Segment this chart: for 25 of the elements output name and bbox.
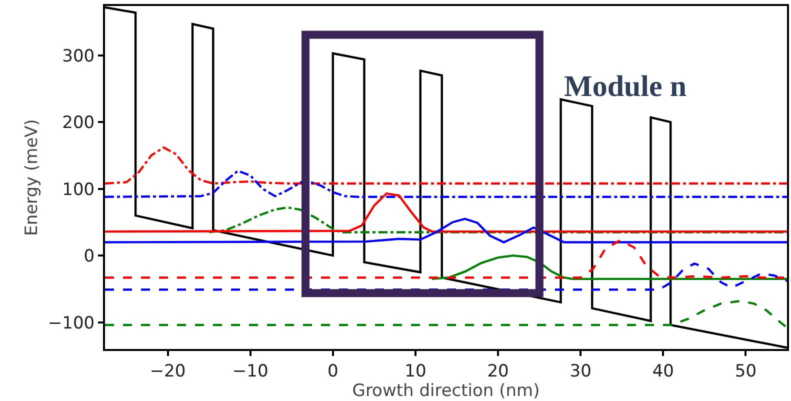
line-series (105, 170, 787, 198)
x-tick-label: 10 (404, 361, 426, 382)
x-tick-label: −10 (232, 361, 268, 382)
x-axis-title: Growth direction (nm) (352, 381, 540, 401)
y-tick-label: 0 (84, 246, 95, 267)
line-series (105, 239, 787, 279)
x-tick-label: 20 (487, 361, 509, 382)
y-tick-label: 200 (62, 113, 95, 134)
line-series (105, 192, 787, 233)
y-tick-label: −100 (48, 313, 95, 334)
x-tick-label: 30 (570, 361, 592, 382)
y-axis-title: Energy (meV) (22, 119, 42, 236)
line-series (105, 218, 787, 244)
line-series (105, 262, 787, 291)
x-tick-label: 0 (327, 361, 338, 382)
line-series (430, 254, 787, 280)
line-series (105, 300, 787, 329)
line-series (208, 206, 787, 234)
annotation: Module n (564, 70, 687, 103)
line-series (105, 146, 787, 185)
y-tick-label: 300 (62, 46, 95, 66)
x-tick-label: 50 (734, 361, 757, 382)
x-tick-label: 40 (652, 361, 674, 382)
x-tick-label: −20 (150, 361, 186, 382)
y-tick-label: 100 (62, 180, 95, 200)
